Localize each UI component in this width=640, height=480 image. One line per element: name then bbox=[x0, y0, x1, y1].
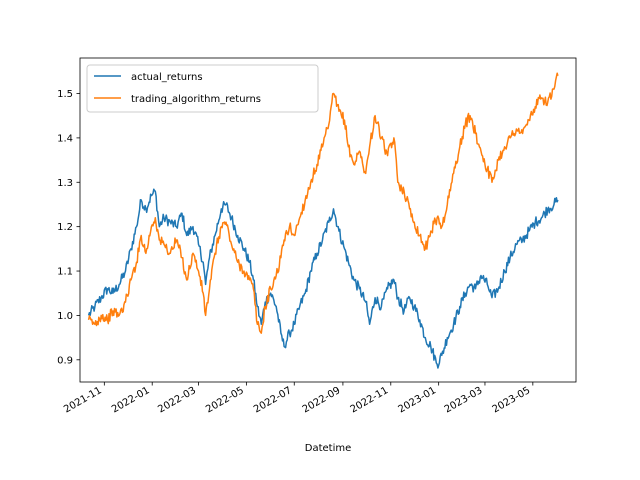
y-axis: 0.9 1.0 1.1 1.2 1.3 1.4 1.5 bbox=[57, 89, 80, 366]
y-tick-label: 0.9 bbox=[57, 355, 73, 366]
legend-label-trading-algorithm-returns: trading_algorithm_returns bbox=[131, 94, 261, 105]
legend: actual_returns trading_algorithm_returns bbox=[86, 64, 319, 113]
y-tick-label: 1.3 bbox=[57, 178, 73, 189]
series-layer bbox=[87, 72, 559, 369]
y-tick-label: 1.4 bbox=[57, 133, 73, 144]
y-tick-label: 1.1 bbox=[57, 267, 73, 278]
x-axis-label: Datetime bbox=[305, 443, 352, 454]
axes-frame bbox=[79, 57, 577, 383]
y-tick-label: 1.5 bbox=[57, 89, 73, 100]
series-line-trading-algorithm-returns bbox=[87, 72, 559, 334]
legend-label-actual-returns: actual_returns bbox=[131, 72, 203, 83]
series-line-actual-returns bbox=[87, 188, 559, 369]
axes-spines bbox=[79, 57, 577, 383]
legend-box bbox=[86, 64, 319, 113]
y-tick-label: 1.0 bbox=[57, 311, 73, 322]
y-tick-label: 1.2 bbox=[57, 222, 73, 233]
